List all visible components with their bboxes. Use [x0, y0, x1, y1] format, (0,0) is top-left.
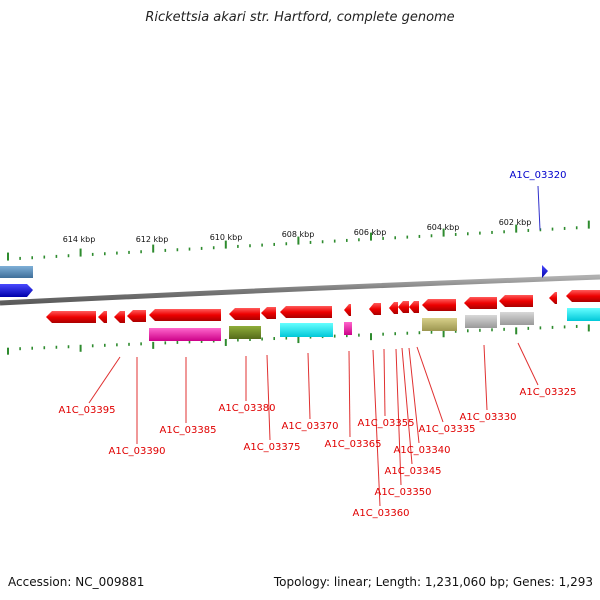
gene-arrow-a1c-03375 — [261, 307, 276, 319]
gene-arrow-a1c-03380 — [229, 308, 260, 320]
label-leader — [517, 342, 539, 386]
label-leader — [395, 348, 402, 486]
gene-label[interactable]: A1C_03385 — [160, 425, 217, 436]
gene-label[interactable]: A1C_03335 — [419, 424, 476, 435]
upper-tick-track — [7, 220, 590, 261]
genome-backbone — [0, 274, 600, 306]
gene-arrow — [0, 266, 33, 278]
gene-arrow-a1c-03365 — [344, 304, 351, 316]
gene-arrow-a1c-03385 — [149, 309, 221, 321]
gene-arrow — [0, 284, 33, 297]
gene-arrow-a1c-03325 — [549, 292, 557, 304]
map-title: Rickettsia akari str. Hartford, complete… — [145, 10, 455, 25]
accession-text: Accession: NC_009881 — [8, 575, 145, 589]
gene-arrow-a1c-03330 — [464, 297, 497, 309]
gene-label[interactable]: A1C_03325 — [520, 387, 577, 398]
scale-label: 612 kbp — [136, 235, 169, 244]
genome-summary-text: Topology: linear; Length: 1,231,060 bp; … — [273, 575, 593, 589]
gene-label[interactable]: A1C_03345 — [385, 466, 442, 477]
gene-label[interactable]: A1C_03395 — [59, 405, 116, 416]
gene-arrow-a1c-03395 — [46, 311, 96, 323]
label-leader — [307, 352, 311, 420]
gene-label[interactable]: A1C_03375 — [244, 442, 301, 453]
gene-arrow-a1c-03335 — [422, 299, 456, 311]
gene-label[interactable]: A1C_03390 — [109, 446, 166, 457]
label-leader — [348, 350, 351, 438]
gene-label[interactable]: A1C_03365 — [325, 439, 382, 450]
gene-arrow-a1c-03340 — [499, 295, 533, 307]
gene-label[interactable]: A1C_03370 — [282, 421, 339, 432]
gene-arrow — [114, 311, 125, 323]
gene-arrow-a1c-03390 — [98, 311, 107, 323]
scale-labels: 614 kbp 612 kbp 610 kbp 608 kbp 606 kbp 604 k… — [63, 218, 532, 244]
category-boxes — [149, 308, 600, 341]
scale-label: 602 kbp — [499, 218, 532, 227]
label-leader — [372, 349, 381, 507]
label-leader — [401, 347, 413, 465]
gene-arrow-a1c-03320 — [542, 265, 548, 278]
label-leader — [416, 346, 444, 423]
scale-label: 610 kbp — [210, 233, 243, 242]
gene-label[interactable]: A1C_03380 — [219, 403, 276, 414]
gene-label[interactable]: A1C_03320 — [510, 170, 567, 181]
label-leader — [88, 356, 121, 404]
gene-label[interactable]: A1C_03350 — [375, 487, 432, 498]
label-leader — [483, 344, 488, 411]
gene-label[interactable]: A1C_03355 — [358, 418, 415, 429]
gene-label[interactable]: A1C_03340 — [394, 445, 451, 456]
gene-arrow-a1c-03360 — [369, 303, 381, 315]
scale-label: 606 kbp — [354, 228, 387, 237]
label-leader — [383, 348, 386, 417]
label-leader — [266, 354, 271, 441]
gene-arrow-a1c-03355 — [389, 302, 398, 314]
label-leader — [408, 347, 420, 444]
gene-arrows — [46, 292, 557, 323]
label-leader — [537, 185, 541, 231]
gene-arrow-a1c-03350 — [398, 301, 409, 313]
gene-label[interactable]: A1C_03360 — [353, 508, 410, 519]
scale-label: 604 kbp — [427, 223, 460, 232]
gene-arrow — [566, 290, 600, 302]
gene-label[interactable]: A1C_03330 — [460, 412, 517, 423]
label-leaders — [88, 185, 541, 507]
scale-label: 614 kbp — [63, 235, 96, 244]
gene-arrow-a1c-03370 — [280, 306, 332, 318]
scale-label: 608 kbp — [282, 230, 315, 239]
gene-arrow-a1c-03345 — [409, 301, 419, 313]
gene-arrow — [127, 310, 146, 322]
